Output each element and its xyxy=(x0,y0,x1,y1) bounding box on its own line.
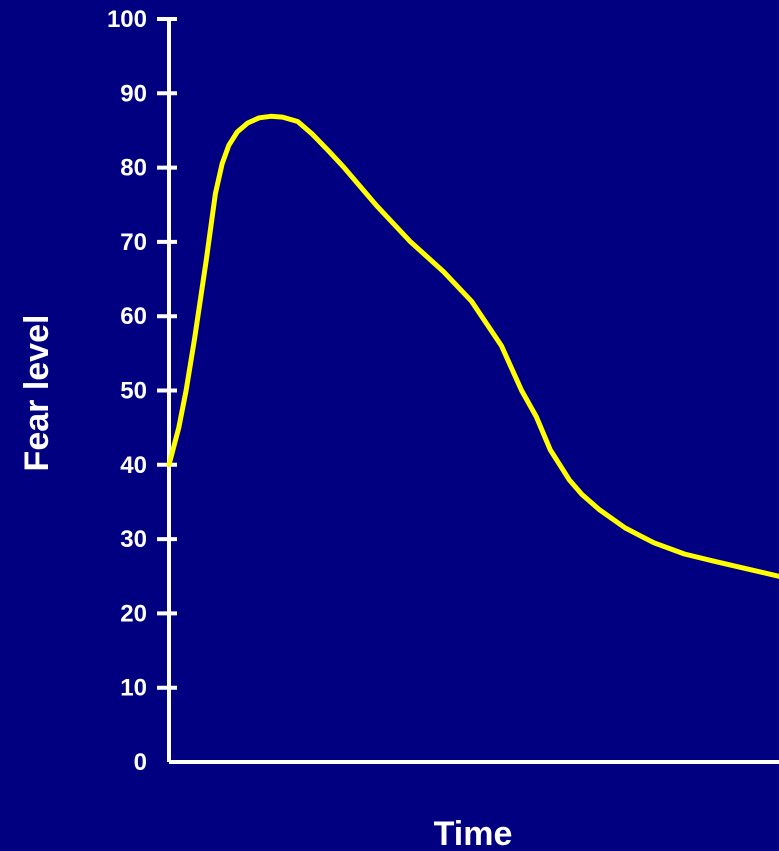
y-tick-label-0: 0 xyxy=(134,749,147,776)
y-tick-label-100: 100 xyxy=(107,6,147,33)
y-tick-label-60: 60 xyxy=(120,303,147,330)
y-axis-tick-labels: 0 10 20 30 40 50 60 70 80 90 100 xyxy=(107,6,147,776)
x-axis-title: Time xyxy=(434,815,513,851)
y-tick-label-90: 90 xyxy=(120,80,147,107)
y-tick-label-50: 50 xyxy=(120,378,147,405)
y-tick-label-30: 30 xyxy=(120,526,147,553)
y-tick-label-20: 20 xyxy=(120,600,147,627)
y-tick-label-70: 70 xyxy=(120,229,147,256)
y-tick-label-80: 80 xyxy=(120,155,147,182)
y-axis-title: Fear level xyxy=(18,315,56,472)
y-tick-label-40: 40 xyxy=(120,452,147,479)
fear-curve-line xyxy=(166,113,779,579)
y-tick-label-10: 10 xyxy=(120,675,147,702)
